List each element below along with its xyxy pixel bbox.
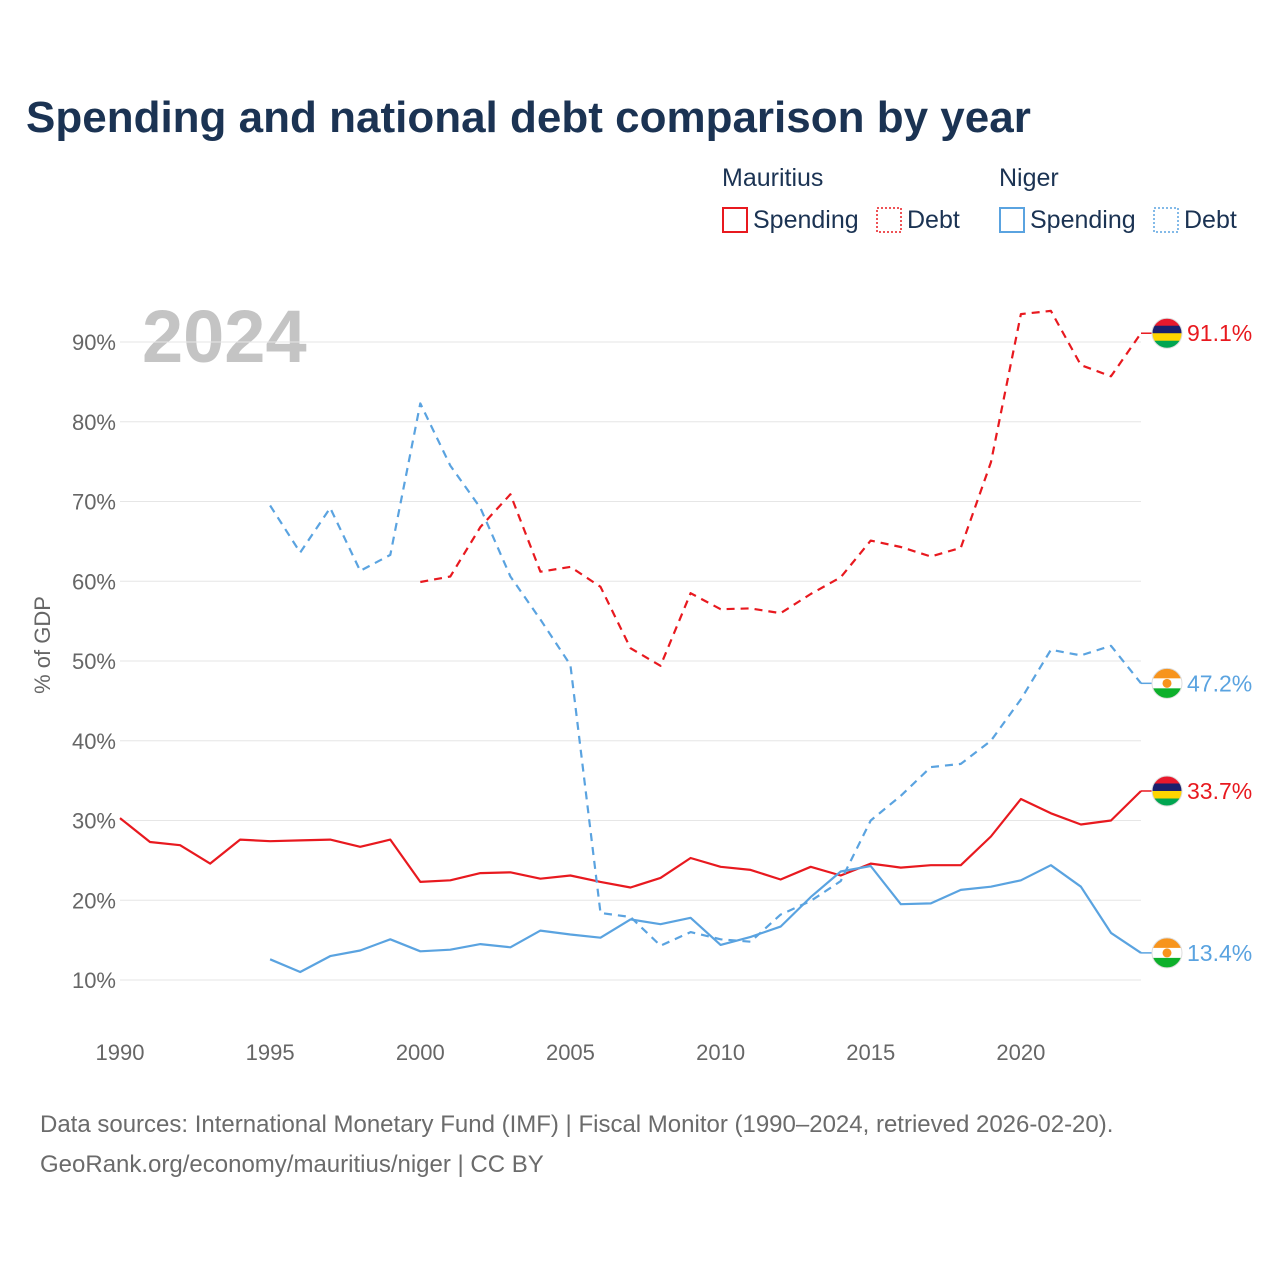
legend: Mauritius Spending Debt Niger Spending Debt (722, 164, 1237, 234)
x-tick-label: 2020 (996, 1040, 1045, 1065)
data-sources-text: Data sources: International Monetary Fun… (40, 1111, 1113, 1138)
flag-stripe (1152, 937, 1182, 949)
flag-border (1151, 667, 1183, 699)
legend-swatch-niger-spending (999, 207, 1025, 233)
y-tick-label: 90% (72, 330, 116, 355)
x-tick-label: 1990 (96, 1040, 145, 1065)
flag-stripe (1152, 340, 1182, 349)
niger-debt-line (269, 402, 1142, 947)
flag-stripe (1152, 790, 1182, 799)
legend-swatch-niger-debt (1153, 207, 1179, 233)
flag-stripe (1152, 957, 1182, 968)
year-watermark: 2024 (142, 295, 307, 378)
y-tick-label: 70% (72, 490, 116, 515)
y-tick-label: 80% (72, 410, 116, 435)
flag-stripe (1152, 318, 1182, 327)
y-axis: 10% 20% 30% 40% 50% 60% 70% 80% 90% (72, 330, 116, 993)
chart-title: Spending and national debt comparison by… (26, 93, 1031, 142)
y-tick-label: 40% (72, 729, 116, 754)
flag-stripe (1152, 668, 1182, 679)
flag-stripes (1152, 668, 1182, 699)
x-axis: 1990 1995 2000 2005 2010 2015 2020 (96, 1040, 1046, 1065)
flag-stripe (1152, 325, 1182, 334)
attribution-text: GeoRank.org/economy/mauritius/niger | CC… (40, 1151, 544, 1178)
mauritius-flag-icon (1151, 317, 1183, 349)
y-tick-label: 50% (72, 649, 116, 674)
flag-stripes (1152, 937, 1182, 968)
x-tick-label: 1995 (246, 1040, 295, 1065)
flag-stripe (1152, 775, 1182, 784)
x-tick-label: 2005 (546, 1040, 595, 1065)
end-markers: 33.7% 91.1% 13.4% 47.2% (1141, 317, 1252, 969)
legend-country-mauritius: Mauritius (722, 164, 823, 192)
mauritius-debt-end-label: 91.1% (1187, 320, 1252, 346)
x-tick-label: 2015 (846, 1040, 895, 1065)
mauritius-spending-end-label: 33.7% (1187, 778, 1252, 804)
gridlines (120, 341, 1141, 981)
mauritius-spending-line (119, 790, 1142, 889)
flag-stripe (1152, 688, 1182, 699)
legend-label-mauritius-debt: Debt (907, 206, 960, 234)
legend-swatch-mauritius-spending (722, 207, 748, 233)
niger-flag-icon (1151, 937, 1183, 969)
series-lines (119, 309, 1142, 974)
niger-flag-icon (1151, 667, 1183, 699)
flag-stripes (1152, 775, 1182, 806)
legend-label-niger-spending: Spending (1030, 206, 1136, 234)
flag-border (1151, 775, 1183, 807)
flag-stripe (1152, 333, 1182, 342)
legend-swatch-mauritius-debt (876, 207, 902, 233)
y-axis-title: % of GDP (30, 596, 55, 694)
mauritius-debt-line (420, 309, 1142, 667)
y-tick-label: 10% (72, 968, 116, 993)
flag-stripes (1152, 318, 1182, 349)
y-tick-label: 30% (72, 809, 116, 834)
y-tick-label: 60% (72, 569, 116, 594)
flag-border (1151, 937, 1183, 969)
flag-stripe (1152, 798, 1182, 806)
flag-sun (1162, 678, 1172, 688)
niger-spending-line (269, 864, 1142, 974)
x-tick-label: 2010 (696, 1040, 745, 1065)
legend-label-niger-debt: Debt (1184, 206, 1237, 234)
legend-country-niger: Niger (999, 164, 1059, 192)
niger-debt-end-label: 47.2% (1187, 670, 1252, 696)
flag-border (1151, 317, 1183, 349)
legend-label-mauritius-spending: Spending (753, 206, 859, 234)
y-tick-label: 20% (72, 888, 116, 913)
x-tick-label: 2000 (396, 1040, 445, 1065)
mauritius-flag-icon (1151, 775, 1183, 807)
flag-sun (1162, 948, 1172, 958)
niger-spending-end-label: 13.4% (1187, 940, 1252, 966)
flag-stripe (1152, 783, 1182, 792)
